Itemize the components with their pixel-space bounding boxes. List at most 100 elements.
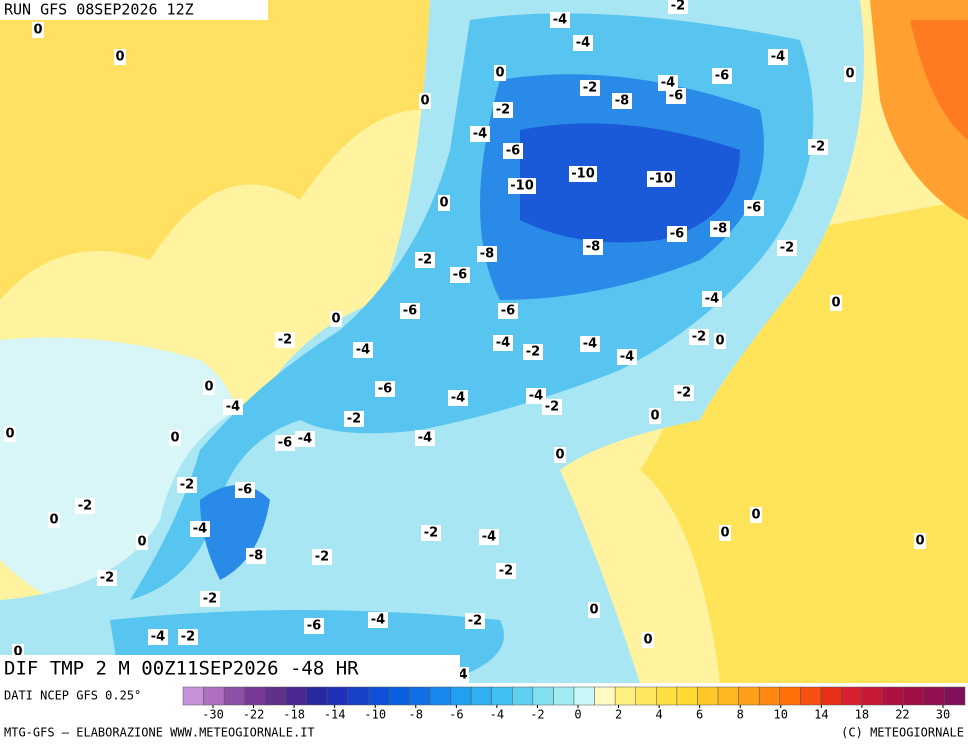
label-box [275, 435, 295, 451]
contour-label: -4 [576, 36, 590, 51]
label-box [750, 507, 762, 523]
contour-label: -2 [545, 400, 559, 415]
contour-label: -4 [418, 431, 432, 446]
label-box [667, 226, 687, 242]
label-box [744, 200, 764, 216]
label-box [304, 618, 324, 634]
colorbar-tick-label: -30 [202, 708, 224, 722]
contour-label: 0 [33, 23, 42, 38]
contour-label: -2 [692, 330, 706, 345]
label-box [330, 311, 342, 327]
contour-label: -4 [151, 630, 165, 645]
contour-label: 0 [555, 448, 564, 463]
copyright-label: (C) METEOGIORNALE [841, 726, 964, 740]
label-box [526, 388, 546, 404]
map-background [0, 0, 968, 683]
contour-label: 0 [13, 645, 22, 660]
contour-label: -10 [571, 167, 595, 182]
colorbar-tick-label: -14 [324, 708, 346, 722]
label-box [702, 291, 722, 307]
contour-label: -6 [307, 619, 321, 634]
label-box [48, 512, 60, 528]
contour-label: 0 [5, 427, 14, 442]
contour-label: -4 [529, 389, 543, 404]
contour-label: -8 [586, 240, 600, 255]
label-box [588, 602, 600, 618]
label-box [719, 525, 731, 541]
colorbar-tick-label: 4 [655, 708, 662, 722]
contour-label: 0 [420, 94, 429, 109]
colorbar-tick-label: 10 [774, 708, 788, 722]
label-box [190, 521, 210, 537]
colorbar-swatch [614, 686, 636, 706]
contour-label: 0 [49, 513, 58, 528]
label-box [465, 613, 485, 629]
colorbar-swatch [203, 686, 225, 706]
label-box [479, 529, 499, 545]
contour-label: 0 [643, 633, 652, 648]
contour-label: -4 [771, 50, 785, 65]
label-box [177, 477, 197, 493]
colorbar-swatch [594, 686, 616, 706]
colorbar-swatch [306, 686, 328, 706]
colorbar-swatch [367, 686, 390, 706]
run-label: RUN GFS 08SEP2026 12Z [4, 1, 194, 19]
label-box [508, 178, 536, 194]
contour-label: -2 [671, 0, 685, 14]
contour-label: -4 [356, 343, 370, 358]
colorbar-swatch [635, 686, 657, 706]
contour-label: -2 [180, 478, 194, 493]
colorbar-swatch [573, 686, 595, 706]
label-box [114, 49, 126, 65]
colorbar-tick-label: 8 [737, 708, 744, 722]
colorbar-tick-label: 18 [855, 708, 869, 722]
colorbar-swatch [470, 686, 492, 706]
colorbar-swatch [676, 686, 698, 706]
contour-label: -2 [315, 550, 329, 565]
colorbar-swatch [532, 686, 554, 706]
label-box [136, 534, 148, 550]
colorbar-swatch [265, 686, 287, 706]
colorbar-swatch [553, 686, 575, 706]
contour-label: -8 [249, 549, 263, 564]
contour-label: -2 [418, 253, 432, 268]
label-box [75, 498, 95, 514]
contour-label: 0 [845, 67, 854, 82]
contour-label: -6 [670, 227, 684, 242]
contour-label: 0 [495, 66, 504, 81]
label-box [914, 533, 926, 549]
label-box [580, 336, 600, 352]
colorbar-swatch [429, 686, 451, 706]
colorbar-tick-label: 14 [814, 708, 828, 722]
contour-label: 0 [831, 296, 840, 311]
contour-label: 0 [439, 196, 448, 211]
label-box [415, 430, 435, 446]
contour-label: -2 [583, 81, 597, 96]
colorbar-tick-label: -22 [243, 708, 265, 722]
label-box [415, 252, 435, 268]
colorbar-tick-label: -2 [530, 708, 544, 722]
label-box [808, 139, 828, 155]
label-box [617, 349, 637, 365]
contour-label: -2 [100, 571, 114, 586]
contour-label: 0 [137, 535, 146, 550]
contour-label: -4 [553, 13, 567, 28]
colorbar-swatch [491, 686, 513, 706]
colorbar-tick-label: 30 [936, 708, 950, 722]
contour-label: -8 [713, 222, 727, 237]
colorbar-swatch [779, 686, 801, 706]
label-box [400, 303, 420, 319]
contour-label: -4 [661, 76, 675, 91]
colorbar-tick-label: -8 [409, 708, 423, 722]
label-box [312, 549, 332, 565]
contour-label: -2 [677, 386, 691, 401]
source-label: DATI NCEP GFS 0.25° [4, 689, 141, 703]
contour-label: -10 [649, 172, 673, 187]
colorbar-swatch [841, 686, 863, 706]
label-box [275, 332, 295, 348]
contour-label: -6 [669, 89, 683, 104]
colorbar-swatch [882, 686, 904, 706]
contour-label: -6 [278, 436, 292, 451]
colorbar-swatch [450, 686, 472, 706]
